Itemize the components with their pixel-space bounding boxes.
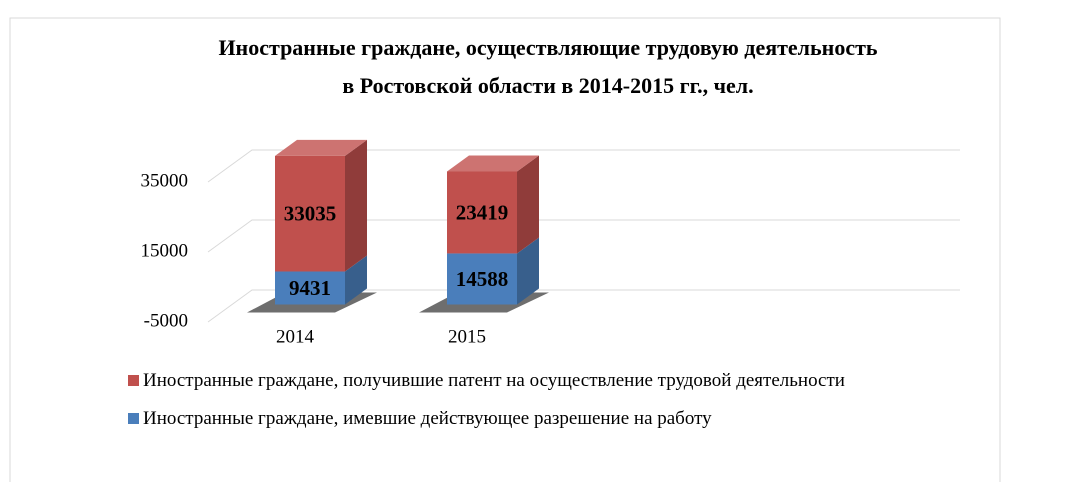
bar-side [345, 255, 367, 305]
data-label: 14588 [456, 267, 509, 291]
chart-title: Иностранные граждане, осуществляющие тру… [218, 35, 877, 98]
legend-swatch [128, 375, 139, 386]
y-tick-label: 35000 [141, 170, 189, 191]
legend-label: Иностранные граждане, имевшие действующе… [143, 408, 712, 429]
bar [447, 171, 517, 254]
legend-swatch [128, 413, 139, 424]
bar-side [345, 139, 367, 272]
bar-top [275, 139, 367, 156]
bar [275, 155, 345, 272]
data-label: 23419 [456, 200, 509, 224]
bar-side [517, 237, 539, 305]
grid-line [207, 289, 960, 323]
bar [275, 271, 345, 305]
legend-item: Иностранные граждане, получившие патент … [128, 366, 988, 396]
bar-top [447, 155, 539, 172]
y-tick-label: 15000 [141, 240, 189, 261]
legend-item: Иностранные граждане, имевшие действующе… [128, 404, 988, 434]
grid-line [207, 219, 960, 253]
legend-label: Иностранные граждане, получившие патент … [143, 370, 845, 391]
grid-line [207, 149, 960, 183]
x-tick-label: 2014 [276, 326, 315, 347]
bar-side [517, 155, 539, 254]
bar [447, 253, 517, 305]
y-tick-label: -5000 [144, 310, 188, 331]
data-label: 33035 [284, 201, 337, 225]
x-tick-label: 2015 [448, 326, 486, 347]
legend: Иностранные граждане, получившие патент … [128, 366, 988, 442]
data-label: 9431 [289, 276, 331, 300]
